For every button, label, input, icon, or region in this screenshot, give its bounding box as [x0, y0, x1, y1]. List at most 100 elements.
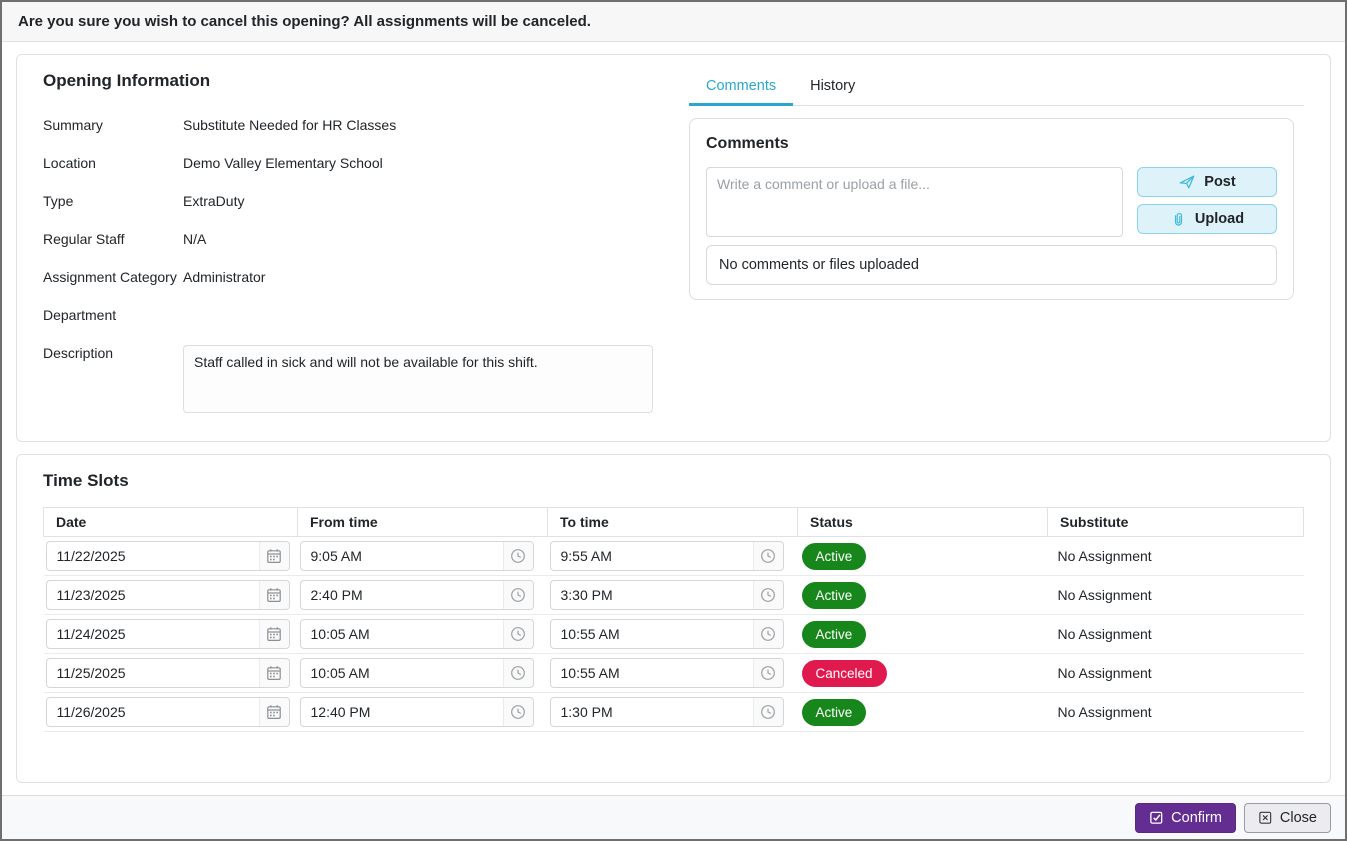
date-input[interactable]: [46, 665, 259, 682]
time-slot-row: Canceled No Assignment: [43, 653, 1304, 694]
calendar-icon[interactable]: [258, 542, 289, 571]
time-slots-card: Time Slots Date From time To time Status…: [16, 454, 1331, 783]
column-header-from-time: From time: [297, 507, 548, 538]
to-time-field: [549, 580, 784, 611]
to-time-input[interactable]: [550, 626, 753, 643]
calendar-icon[interactable]: [258, 581, 289, 610]
opening-information-title: Opening Information: [43, 71, 211, 90]
column-header-to-time: To time: [547, 507, 798, 538]
clock-icon[interactable]: [752, 620, 783, 649]
confirm-button[interactable]: Confirm: [1135, 802, 1236, 833]
comment-input[interactable]: [706, 167, 1123, 237]
date-input[interactable]: [46, 626, 259, 643]
dialog-footer: Confirm Close: [2, 795, 1345, 839]
clock-icon[interactable]: [502, 581, 533, 610]
comments-pane: Comments History Comments: [689, 71, 1304, 425]
to-time-input[interactable]: [550, 587, 753, 604]
substitute-text: No Assignment: [1057, 626, 1152, 643]
opening-information-card: Opening Information Summary Substitute N…: [16, 54, 1331, 443]
substitute-text: No Assignment: [1057, 548, 1152, 565]
clock-icon[interactable]: [502, 698, 533, 727]
time-slots-title: Time Slots: [43, 471, 129, 491]
date-input[interactable]: [46, 587, 259, 604]
time-slot-row: Active No Assignment: [43, 692, 1304, 733]
from-time-input[interactable]: [300, 548, 503, 565]
field-value: Demo Valley Elementary School: [183, 155, 383, 171]
description-label: Description: [43, 345, 114, 361]
column-header-substitute: Substitute: [1047, 507, 1304, 538]
clock-icon[interactable]: [752, 698, 783, 727]
clock-icon[interactable]: [752, 659, 783, 688]
field-value: ExtraDuty: [183, 193, 245, 209]
calendar-icon[interactable]: [258, 698, 289, 727]
info-field-row: Regular Staff N/A: [43, 231, 655, 247]
time-slot-row: Active No Assignment: [43, 575, 1304, 616]
time-slots-table: Date From time To time Status Substitute: [43, 507, 1304, 733]
paper-plane-icon: [1178, 173, 1196, 191]
field-label: Type: [43, 193, 74, 209]
dialog-title: Are you sure you wish to cancel this ope…: [2, 2, 1345, 42]
field-value: Substitute Needed for HR Classes: [183, 117, 397, 133]
clock-icon[interactable]: [502, 659, 533, 688]
to-time-field: [549, 658, 784, 689]
confirm-button-label: Confirm: [1171, 809, 1222, 826]
from-time-field: [299, 619, 534, 650]
info-field-row: Type ExtraDuty: [43, 193, 655, 209]
to-time-input[interactable]: [550, 665, 753, 682]
comment-buttons: Post Upload: [1137, 167, 1277, 237]
status-badge: Active: [801, 542, 867, 570]
field-label: Location: [43, 155, 96, 171]
from-time-input[interactable]: [300, 587, 503, 604]
from-time-input[interactable]: [300, 626, 503, 643]
post-button-label: Post: [1204, 174, 1236, 190]
field-label: Department: [43, 307, 117, 323]
date-input[interactable]: [46, 704, 259, 721]
field-value: N/A: [183, 231, 207, 247]
from-time-field: [299, 580, 534, 611]
date-field: [45, 541, 290, 572]
to-time-field: [549, 697, 784, 728]
to-time-field: [549, 541, 784, 572]
paperclip-icon: [1170, 211, 1187, 228]
info-field-row: Summary Substitute Needed for HR Classes: [43, 117, 655, 133]
field-label: Summary: [43, 117, 103, 133]
substitute-text: No Assignment: [1057, 665, 1152, 682]
close-button[interactable]: Close: [1243, 802, 1331, 833]
substitute-text: No Assignment: [1057, 704, 1152, 721]
from-time-field: [299, 541, 534, 572]
tab-history[interactable]: History: [810, 78, 856, 94]
date-input[interactable]: [46, 548, 259, 565]
info-field-row: Department: [43, 307, 655, 323]
from-time-input[interactable]: [300, 665, 503, 682]
checkbox-check-icon: [1149, 810, 1164, 825]
calendar-icon[interactable]: [258, 620, 289, 649]
to-time-field: [549, 619, 784, 650]
to-time-input[interactable]: [550, 704, 753, 721]
comment-input-row: Post Upload: [706, 167, 1277, 237]
description-box: Staff called in sick and will not be ava…: [183, 345, 653, 413]
field-label: Assignment Category: [43, 269, 177, 285]
clock-icon[interactable]: [752, 542, 783, 571]
date-field: [45, 697, 290, 728]
column-header-status: Status: [797, 507, 1048, 538]
to-time-input[interactable]: [550, 548, 753, 565]
from-time-field: [299, 697, 534, 728]
info-field-row: Assignment Category Administrator: [43, 269, 655, 285]
table-header-row: Date From time To time Status Substitute: [43, 507, 1304, 538]
clock-icon[interactable]: [502, 620, 533, 649]
close-box-icon: [1258, 810, 1273, 825]
calendar-icon[interactable]: [258, 659, 289, 688]
upload-button-label: Upload: [1194, 211, 1245, 227]
tab-comments[interactable]: Comments: [689, 71, 794, 106]
from-time-input[interactable]: [300, 704, 503, 721]
dialog-body: Opening Information Summary Substitute N…: [2, 42, 1345, 795]
upload-button[interactable]: Upload: [1137, 204, 1277, 234]
description-row: Description Staff called in sick and wil…: [43, 345, 655, 413]
status-badge: Canceled: [801, 659, 887, 687]
clock-icon[interactable]: [752, 581, 783, 610]
post-button[interactable]: Post: [1137, 167, 1277, 197]
status-badge: Active: [801, 581, 867, 609]
clock-icon[interactable]: [502, 542, 533, 571]
opening-info-pane: Opening Information Summary Substitute N…: [43, 71, 655, 425]
opening-info-fields: Summary Substitute Needed for HR Classes…: [43, 117, 655, 323]
